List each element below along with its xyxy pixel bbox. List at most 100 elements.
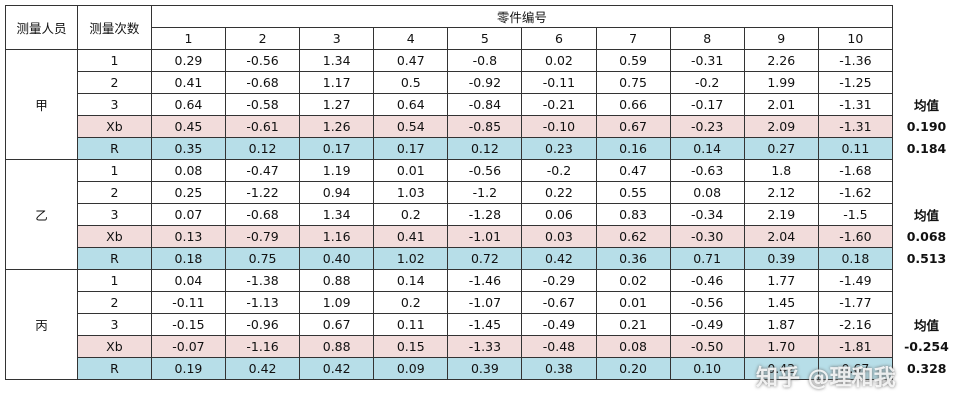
value-cell: 1.87 (743, 313, 819, 336)
value-cell: 0.94 (299, 181, 375, 204)
value-cell: 0.10 (669, 357, 745, 380)
value-cell: -1.45 (447, 313, 523, 336)
table-row: 3 -0.15 -0.96 0.67 0.11 -1.45 -0.49 0.21 -0.49 1.… (6, 313, 961, 336)
value-cell: -1.22 (225, 181, 301, 204)
value-cell: -0.63 (669, 159, 745, 182)
value-cell: -1.60 (817, 225, 893, 248)
value-cell: -1.31 (817, 115, 893, 138)
value-cell: -0.56 (669, 291, 745, 314)
measurement-table: 测量人员 测量次数 零件编号 1 2 3 4 5 6 7 8 9 10 甲 1 0.29 -0.56 1.34 0.… (5, 5, 961, 380)
value-cell: -1.36 (817, 49, 893, 72)
value-cell: -0.07 (150, 335, 227, 358)
value-cell: 1.99 (743, 71, 819, 94)
r-mean: 0.184 (906, 141, 947, 156)
value-cell: -0.21 (521, 93, 597, 116)
value-cell: -0.61 (225, 115, 301, 138)
row-label: 2 (76, 71, 152, 94)
table-row: 丙 1 0.04 -1.38 0.88 0.14 -1.46 -0.29 0.02 -0.46 1.… (5, 269, 961, 380)
table-row: Xb 0.45 -0.61 1.26 0.54 -0.85 -0.10 0.67 -0.23 2.… (6, 115, 961, 138)
value-cell: -0.58 (225, 93, 301, 116)
value-cell: 0.71 (669, 247, 745, 270)
value-cell: 2.12 (743, 181, 819, 204)
value-cell: 0.18 (150, 247, 227, 270)
value-cell: 0.88 (299, 269, 375, 292)
value-cell: 1.03 (373, 181, 449, 204)
value-cell: 1.34 (299, 203, 375, 226)
value-cell: 0.08 (669, 181, 745, 204)
value-cell: -1.33 (447, 335, 523, 358)
part-number: 8 (669, 27, 745, 50)
value-cell: 0.2 (373, 291, 449, 314)
value-cell: 0.17 (299, 137, 375, 160)
xbar-mean: -0.254 (904, 339, 949, 354)
value-cell: 0.42 (521, 247, 597, 270)
value-cell: 0.39 (743, 247, 819, 270)
part-number: 1 (150, 27, 227, 50)
value-cell: 0.08 (595, 335, 671, 358)
value-cell: -0.49 (669, 313, 745, 336)
value-cell: 0.64 (373, 93, 449, 116)
value-cell: 0.47 (373, 49, 449, 72)
value-cell: 0.22 (521, 181, 597, 204)
value-cell: 0.59 (595, 49, 671, 72)
value-cell: 0.16 (595, 137, 671, 160)
watermark: 知乎 @理和我 (756, 366, 896, 391)
row-label: R (76, 137, 152, 160)
value-cell: 0.27 (743, 137, 819, 160)
value-cell: 2.01 (743, 93, 819, 116)
row-label: 2 (76, 291, 152, 314)
value-cell: 0.67 (817, 357, 893, 380)
table-row: R 0.35 0.12 0.17 0.17 0.12 0.23 0.16 0.14 0.27 0.1… (6, 137, 961, 160)
part-number: 2 (225, 27, 301, 50)
row-label: 3 (76, 93, 152, 116)
value-cell: -0.56 (225, 49, 301, 72)
value-cell: 0.35 (150, 137, 227, 160)
part-number: 5 (447, 27, 523, 50)
value-cell: 1.77 (743, 269, 819, 292)
table-row: 1 2 3 4 5 6 7 8 9 10 (6, 27, 961, 50)
part-number: 4 (373, 27, 449, 50)
value-cell: -0.48 (521, 335, 597, 358)
value-cell: -1.77 (817, 291, 893, 314)
r-mean: 0.513 (906, 251, 947, 266)
value-cell: -0.23 (669, 115, 745, 138)
header-cell: 零件编号 (150, 5, 893, 28)
value-cell: -0.8 (447, 49, 523, 72)
value-cell: 0.42 (743, 357, 819, 380)
value-cell: 1.8 (743, 159, 819, 182)
row-label: R (76, 357, 152, 380)
value-cell: 1.17 (299, 71, 375, 94)
value-cell: 0.03 (521, 225, 597, 248)
table-row: Xb 0.13 -0.79 1.16 0.41 -1.01 0.03 0.62 -0.30 2.0… (6, 225, 961, 248)
value-cell: 0.67 (299, 313, 375, 336)
spacer (892, 6, 960, 28)
value-cell: -0.2 (521, 159, 597, 182)
value-cell: -0.15 (150, 313, 227, 336)
table-row: 3 0.64 -0.58 1.27 0.64 -0.84 -0.21 0.66 -0.17 2.0… (6, 93, 961, 116)
value-cell: 0.67 (595, 115, 671, 138)
spacer (892, 182, 960, 204)
value-cell: 2.26 (743, 49, 819, 72)
header-cell: 测量人员 (5, 5, 78, 50)
table-row: 2 0.25 -1.22 0.94 1.03 -1.2 0.22 0.55 0.08 2.12 -1… (6, 181, 961, 204)
value-cell: 1.19 (299, 159, 375, 182)
spacer (892, 50, 960, 72)
row-label: Xb (76, 335, 152, 358)
value-cell: -0.11 (521, 71, 597, 94)
mean-label: 均值 (913, 318, 939, 333)
value-cell: 0.18 (817, 247, 893, 270)
value-cell: 1.45 (743, 291, 819, 314)
value-cell: 0.39 (447, 357, 523, 380)
value-cell: 0.07 (150, 203, 227, 226)
row-label: Xb (76, 225, 152, 248)
value-cell: -0.49 (521, 313, 597, 336)
value-cell: -0.10 (521, 115, 597, 138)
value-cell: 1.27 (299, 93, 375, 116)
spacer (892, 160, 960, 182)
value-cell: 0.45 (150, 115, 227, 138)
row-label: 1 (76, 269, 152, 292)
table-row: R 0.18 0.75 0.40 1.02 0.72 0.42 0.36 0.71 0.39 0.1… (6, 247, 961, 270)
value-cell: 1.34 (299, 49, 375, 72)
value-cell: 1.26 (299, 115, 375, 138)
value-cell: -1.13 (225, 291, 301, 314)
